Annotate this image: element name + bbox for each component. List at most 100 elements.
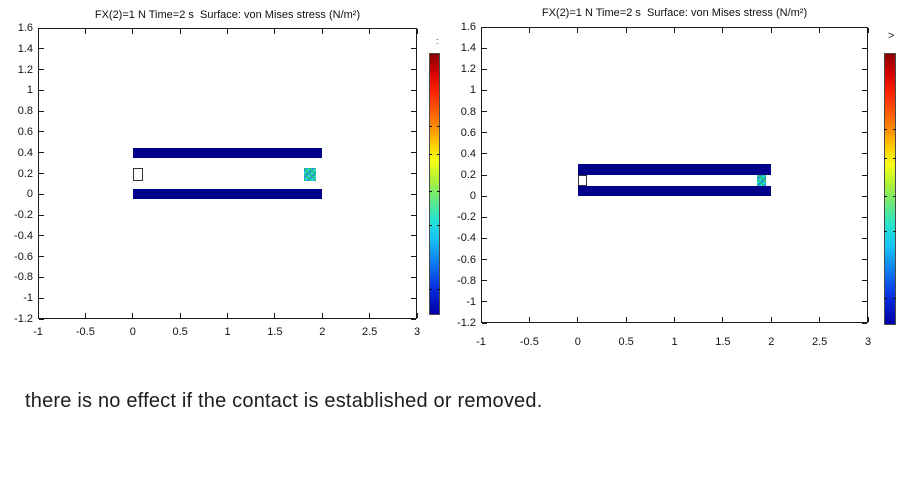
x-axis-tick — [577, 317, 579, 322]
x-tick-label: -1 — [476, 336, 486, 348]
x-axis-tick-top — [480, 28, 482, 33]
source-point-marker — [577, 175, 588, 186]
y-tick-label: -1.2 — [457, 317, 476, 329]
x-tick-label: 0 — [574, 336, 581, 348]
x-tick-label: 2.5 — [361, 326, 378, 338]
x-tick-label: 1.5 — [715, 336, 731, 348]
x-axis-tick — [625, 317, 627, 322]
y-tick-label: 1.4 — [460, 42, 476, 55]
x-axis-tick — [867, 317, 869, 322]
y-axis-tick — [482, 322, 487, 324]
x-axis-tick — [770, 317, 772, 322]
y-axis-tick-right — [862, 47, 867, 49]
y-tick-label: -0.8 — [457, 274, 476, 287]
contact-stress-patch — [304, 168, 316, 181]
y-tick-label: 0.6 — [17, 125, 33, 138]
x-axis-tick — [227, 313, 228, 318]
y-tick-label: 0.4 — [460, 147, 476, 160]
x-axis-tick-top — [37, 29, 39, 34]
colorbar-tick — [884, 195, 887, 197]
colorbar-tick — [884, 231, 887, 233]
plot-title: FX(2)=1 N Time=2 s Surface: von Mises st… — [94, 9, 361, 21]
x-tick-label: -0.5 — [75, 326, 95, 338]
y-axis-tick-right — [411, 297, 416, 299]
y-axis-tick — [482, 47, 487, 49]
y-tick-label: 0.8 — [460, 105, 476, 118]
x-tick-label: 0.5 — [618, 336, 634, 348]
y-tick-label: -0.2 — [14, 209, 33, 222]
colorbar-tick — [437, 224, 440, 226]
contact-stress-patch — [756, 175, 767, 186]
y-axis-tick — [482, 153, 487, 155]
y-tick-label: 0.6 — [460, 126, 476, 139]
x-axis-tick — [321, 313, 323, 318]
y-axis-tick — [482, 259, 487, 261]
colorbar-tick — [429, 288, 432, 290]
colorbar-overflow-glyph: : — [436, 36, 439, 46]
colorbar-tick — [893, 157, 896, 159]
y-axis-tick-right — [862, 237, 867, 239]
x-axis-tick — [416, 313, 418, 318]
y-axis-tick-right — [411, 214, 416, 216]
colorbar-tick — [437, 126, 440, 128]
x-axis-tick — [179, 313, 181, 318]
colorbar-tick — [429, 153, 432, 155]
y-axis-tick-right — [862, 89, 867, 91]
colorbar-overflow-glyph: > — [888, 30, 895, 42]
colorbar-tick — [884, 157, 887, 159]
colorbar-tick — [893, 195, 896, 197]
y-tick-label: -0.8 — [14, 271, 33, 284]
y-axis-tick-right — [862, 301, 867, 303]
y-axis-tick — [39, 318, 44, 320]
colorbar-tick — [437, 153, 440, 155]
colorbar — [884, 53, 896, 325]
y-tick-label: 1.6 — [460, 21, 476, 33]
y-axis-tick-right — [411, 318, 416, 320]
y-tick-label: -0.6 — [14, 250, 33, 263]
y-axis-tick — [482, 132, 487, 134]
y-axis-tick-right — [862, 322, 867, 324]
colorbar-tick — [884, 129, 887, 131]
y-tick-label: 1.4 — [17, 42, 33, 55]
y-axis-tick-right — [411, 256, 416, 258]
y-tick-label: -0.4 — [457, 232, 476, 245]
y-axis-tick-right — [411, 48, 416, 50]
y-tick-label: -1 — [466, 295, 476, 308]
x-axis-tick-top — [369, 29, 371, 34]
y-axis-tick-right — [862, 195, 867, 197]
y-tick-label: 0.4 — [17, 146, 33, 159]
x-tick-label: 0.5 — [172, 326, 188, 338]
y-axis-tick — [39, 131, 44, 133]
x-axis-tick-top — [84, 29, 86, 34]
y-tick-label: -0.2 — [457, 211, 476, 224]
y-axis-tick-right — [862, 68, 867, 70]
x-axis-tick-top — [819, 28, 821, 33]
plot-frame — [481, 27, 868, 323]
x-tick-label: 3 — [413, 326, 421, 338]
plot-frame — [38, 28, 417, 319]
y-axis-tick — [39, 110, 44, 112]
y-tick-label: 0.8 — [17, 105, 33, 118]
x-axis-tick-top — [179, 29, 181, 34]
y-tick-label: 0.2 — [17, 167, 33, 180]
x-tick-label: 2.5 — [811, 336, 828, 348]
upper-beam — [132, 147, 323, 158]
y-tick-label: -0.6 — [457, 253, 476, 266]
y-axis-tick-right — [411, 235, 416, 237]
colorbar-tick — [429, 190, 432, 192]
source-point-marker — [132, 168, 144, 181]
y-axis-tick — [39, 235, 44, 237]
y-axis-tick-right — [862, 174, 867, 176]
y-axis-tick — [39, 48, 44, 50]
plot-title: FX(2)=1 N Time=2 s Surface: von Mises st… — [541, 7, 808, 19]
y-tick-label: 1.6 — [17, 22, 33, 34]
x-tick-label: 2 — [319, 326, 326, 338]
y-axis-tick — [482, 301, 487, 303]
y-tick-label: -1 — [23, 292, 33, 305]
y-axis-tick-right — [411, 276, 416, 278]
x-axis-tick-top — [227, 29, 228, 34]
x-axis-tick — [674, 317, 675, 322]
x-axis-tick-top — [274, 29, 276, 34]
